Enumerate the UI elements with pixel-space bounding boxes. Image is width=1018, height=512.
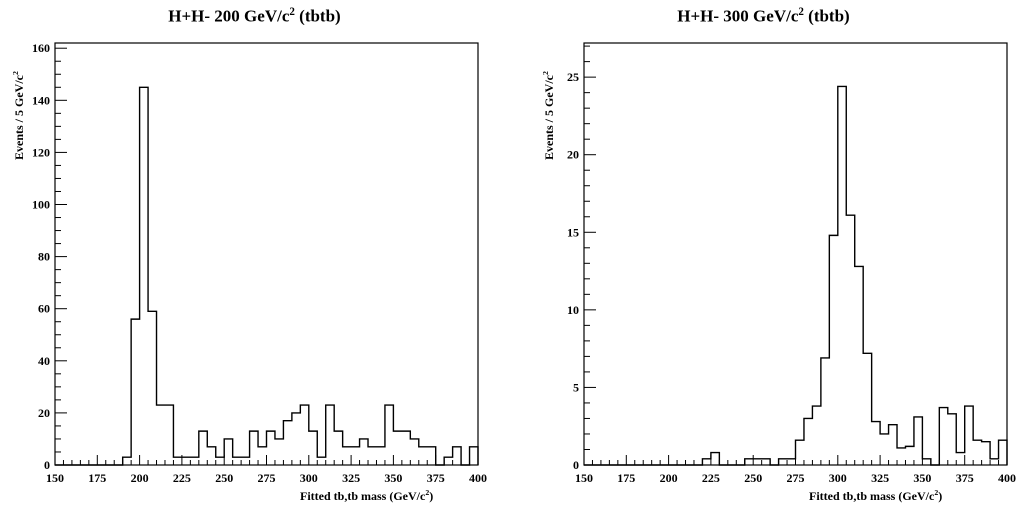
y-tick-label: 0: [44, 458, 50, 472]
y-tick-label: 120: [32, 145, 50, 159]
y-tick-label: 60: [38, 302, 50, 316]
plot-frame: [583, 42, 1008, 466]
y-axis-label: Events / 5 GeV/c2: [11, 71, 26, 160]
x-tick-label: 325: [871, 471, 889, 485]
y-tick-label: 25: [567, 70, 579, 84]
x-tick-label: 375: [956, 471, 974, 485]
y-tick-label: 160: [32, 41, 50, 55]
y-tick-label: 15: [567, 225, 579, 239]
x-axis-label: Fitted tb,tb mass (GeV/c2): [809, 488, 943, 503]
x-axis-label: Fitted tb,tb mass (GeV/c2): [300, 488, 434, 503]
plot-frame: [54, 42, 479, 466]
x-tick-label: 200: [131, 471, 149, 485]
x-tick-label: 300: [300, 471, 318, 485]
chart-panel-left: H+H- 200 GeV/c2 (tbtb) 150 175 200 225 250 27…: [11, 6, 487, 503]
x-tick-label: 200: [660, 471, 678, 485]
x-tick-label: 375: [427, 471, 445, 485]
histogram-line: [584, 85, 1008, 466]
y-tick-label: 100: [32, 198, 50, 212]
x-tick-label: 250: [215, 471, 233, 485]
x-tick-label: 225: [702, 471, 720, 485]
histogram-plot: 150 175 200 225 250 275 300 325 350 375 400 0 20 40 60…: [32, 41, 487, 485]
histogram-line: [55, 86, 479, 466]
x-tick-label: 225: [173, 471, 191, 485]
y-tick-label: 80: [38, 250, 50, 264]
y-tick-label: 5: [573, 380, 579, 394]
y-tick-label: 40: [38, 354, 50, 368]
x-tick-label: 300: [829, 471, 847, 485]
y-tick-label: 20: [567, 148, 579, 162]
x-tick-label: 325: [342, 471, 360, 485]
x-tick-label: 400: [469, 471, 487, 485]
chart-title: H+H- 300 GeV/c2 (tbtb): [677, 6, 850, 26]
x-tick-label: 150: [575, 471, 593, 485]
y-axis-label: Events / 5 GeV/c2: [541, 71, 556, 160]
x-tick-label: 400: [998, 471, 1016, 485]
x-tick-label: 150: [46, 471, 64, 485]
x-tick-label: 275: [787, 471, 805, 485]
x-tick-label: 350: [913, 471, 931, 485]
y-tick-label: 140: [32, 93, 50, 107]
chart-title: H+H- 200 GeV/c2 (tbtb): [168, 6, 341, 26]
chart-panel-right: H+H- 300 GeV/c2 (tbtb) 150 175 200 225 250 27…: [509, 0, 1018, 512]
x-tick-label: 175: [617, 471, 635, 485]
histogram-plot: 150 175 200 225 250 275 300 325 350 375 400 0 5 10 15 2…: [567, 42, 1016, 485]
x-tick-label: 275: [258, 471, 276, 485]
x-tick-label: 250: [744, 471, 762, 485]
x-tick-label: 175: [88, 471, 106, 485]
y-tick-label: 0: [573, 458, 579, 472]
y-tick-label: 10: [567, 303, 579, 317]
x-tick-label: 350: [384, 471, 402, 485]
y-tick-label: 20: [38, 406, 50, 420]
